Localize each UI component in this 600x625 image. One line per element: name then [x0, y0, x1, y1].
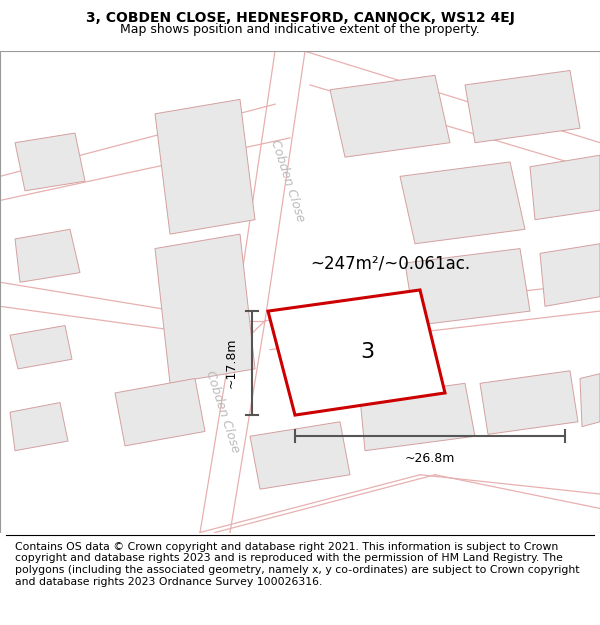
Polygon shape [268, 290, 445, 415]
Polygon shape [540, 244, 600, 306]
Text: ~26.8m: ~26.8m [405, 452, 455, 464]
Text: Contains OS data © Crown copyright and database right 2021. This information is : Contains OS data © Crown copyright and d… [15, 542, 580, 586]
Text: Map shows position and indicative extent of the property.: Map shows position and indicative extent… [120, 23, 480, 36]
Polygon shape [155, 234, 255, 383]
Text: 3: 3 [360, 342, 374, 362]
Polygon shape [115, 379, 205, 446]
Text: ~17.8m: ~17.8m [225, 338, 238, 388]
Text: 3, COBDEN CLOSE, HEDNESFORD, CANNOCK, WS12 4EJ: 3, COBDEN CLOSE, HEDNESFORD, CANNOCK, WS… [86, 11, 514, 25]
Polygon shape [10, 326, 72, 369]
Polygon shape [250, 422, 350, 489]
Polygon shape [10, 402, 68, 451]
Text: Cobden Close: Cobden Close [203, 369, 242, 455]
Text: Cobden Close: Cobden Close [269, 138, 307, 224]
Polygon shape [530, 155, 600, 219]
Polygon shape [155, 99, 255, 234]
Polygon shape [360, 383, 475, 451]
Polygon shape [330, 75, 450, 157]
Polygon shape [405, 249, 530, 326]
Polygon shape [400, 162, 525, 244]
Text: ~247m²/~0.061ac.: ~247m²/~0.061ac. [310, 254, 470, 272]
Polygon shape [580, 374, 600, 427]
Polygon shape [15, 229, 80, 282]
Polygon shape [465, 71, 580, 142]
Polygon shape [480, 371, 578, 434]
Polygon shape [15, 133, 85, 191]
